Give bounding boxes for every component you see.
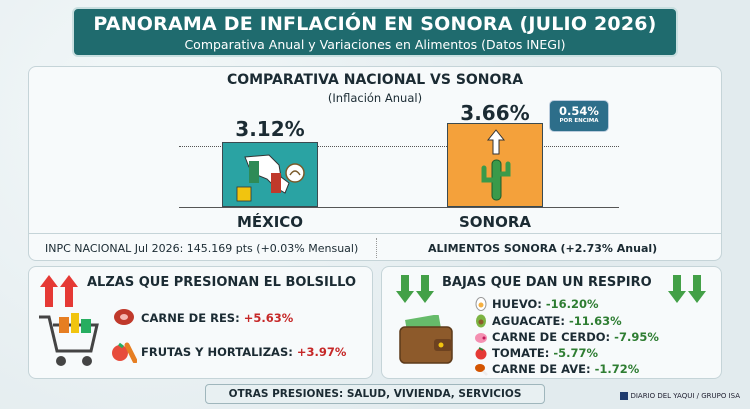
alzas-title: ALZAS QUE PRESIONAN EL BOLSILLO	[87, 275, 357, 290]
page-subtitle: Comparativa Anual y Variaciones en Alime…	[184, 37, 566, 52]
chicken-leg-icon	[475, 364, 488, 376]
pig-icon	[475, 333, 487, 343]
down-arrows-right-icon	[668, 275, 706, 303]
page-title: PANORAMA DE INFLACIÓN EN SONORA (JULIO 2…	[93, 13, 657, 35]
up-arrows-icon	[40, 275, 78, 307]
mexico-bar	[222, 142, 318, 207]
sonora-value: 3.66%	[460, 101, 530, 125]
sonora-bar	[447, 123, 543, 207]
baja-item-aguacate: AGUACATE: -11.63%	[492, 314, 622, 328]
baseline	[179, 207, 619, 208]
mexico-label: MÉXICO	[236, 213, 304, 231]
alimentos-note: ALIMENTOS SONORA (+2.73% Anual)	[428, 242, 658, 255]
header-banner: PANORAMA DE INFLACIÓN EN SONORA (JULIO 2…	[72, 7, 678, 57]
difference-callout: 0.54% POR ENCIMA	[549, 100, 609, 132]
comparison-subtitle: (Inflación Anual)	[327, 91, 423, 105]
wallet-icon	[399, 315, 453, 364]
mexico-value: 3.12%	[235, 117, 305, 141]
tomato-icon	[475, 347, 487, 360]
baja-item-cerdo: CARNE DE CERDO: -7.95%	[492, 330, 659, 344]
bajas-title: BAJAS QUE DAN UN RESPIRO	[442, 275, 652, 290]
footer-banner: OTRAS PRESIONES: SALUD, VIVIENDA, SERVIC…	[205, 384, 545, 404]
inpc-note: INPC NACIONAL Jul 2026: 145.169 pts (+0.…	[45, 242, 359, 255]
sonora-label: SONORA	[458, 213, 532, 231]
baja-item-huevo: HUEVO: -16.20%	[492, 297, 599, 311]
beef-icon	[114, 309, 134, 325]
vegetables-icon	[112, 342, 137, 363]
shopping-cart-icon	[39, 313, 99, 366]
alzas-panel: ALZAS QUE PRESIONAN EL BOLSILLO CARNE DE…	[28, 266, 373, 379]
reference-line	[179, 146, 619, 147]
comparison-panel: COMPARATIVA NACIONAL VS SONORA (Inflació…	[28, 66, 722, 261]
avocado-icon	[476, 314, 486, 328]
mexico-map-icon	[236, 154, 305, 202]
credit: DIARIO DEL YAQUI / GRUPO ISA	[620, 392, 740, 400]
egg-icon	[475, 297, 487, 311]
cactus-icon	[481, 129, 511, 201]
callout-value: 0.54%	[559, 104, 599, 118]
callout-text: POR ENCIMA	[559, 118, 599, 124]
notes-row: INPC NACIONAL Jul 2026: 145.169 pts (+0.…	[29, 233, 721, 261]
baja-item-ave: CARNE DE AVE: -1.72%	[492, 362, 640, 376]
bajas-panel: BAJAS QUE DAN UN RESPIRO HUEVO: -16.20% …	[381, 266, 722, 379]
baja-item-tomate: TOMATE: -5.77%	[492, 346, 599, 360]
alza-item-carne-res: CARNE DE RES: +5.63%	[141, 311, 294, 325]
brand-icon	[620, 392, 629, 400]
comparison-title: COMPARATIVA NACIONAL VS SONORA	[226, 72, 524, 88]
down-arrows-icon	[396, 275, 434, 303]
notes-divider	[376, 238, 377, 258]
alza-item-frutas: FRUTAS Y HORTALIZAS: +3.97%	[141, 345, 347, 359]
